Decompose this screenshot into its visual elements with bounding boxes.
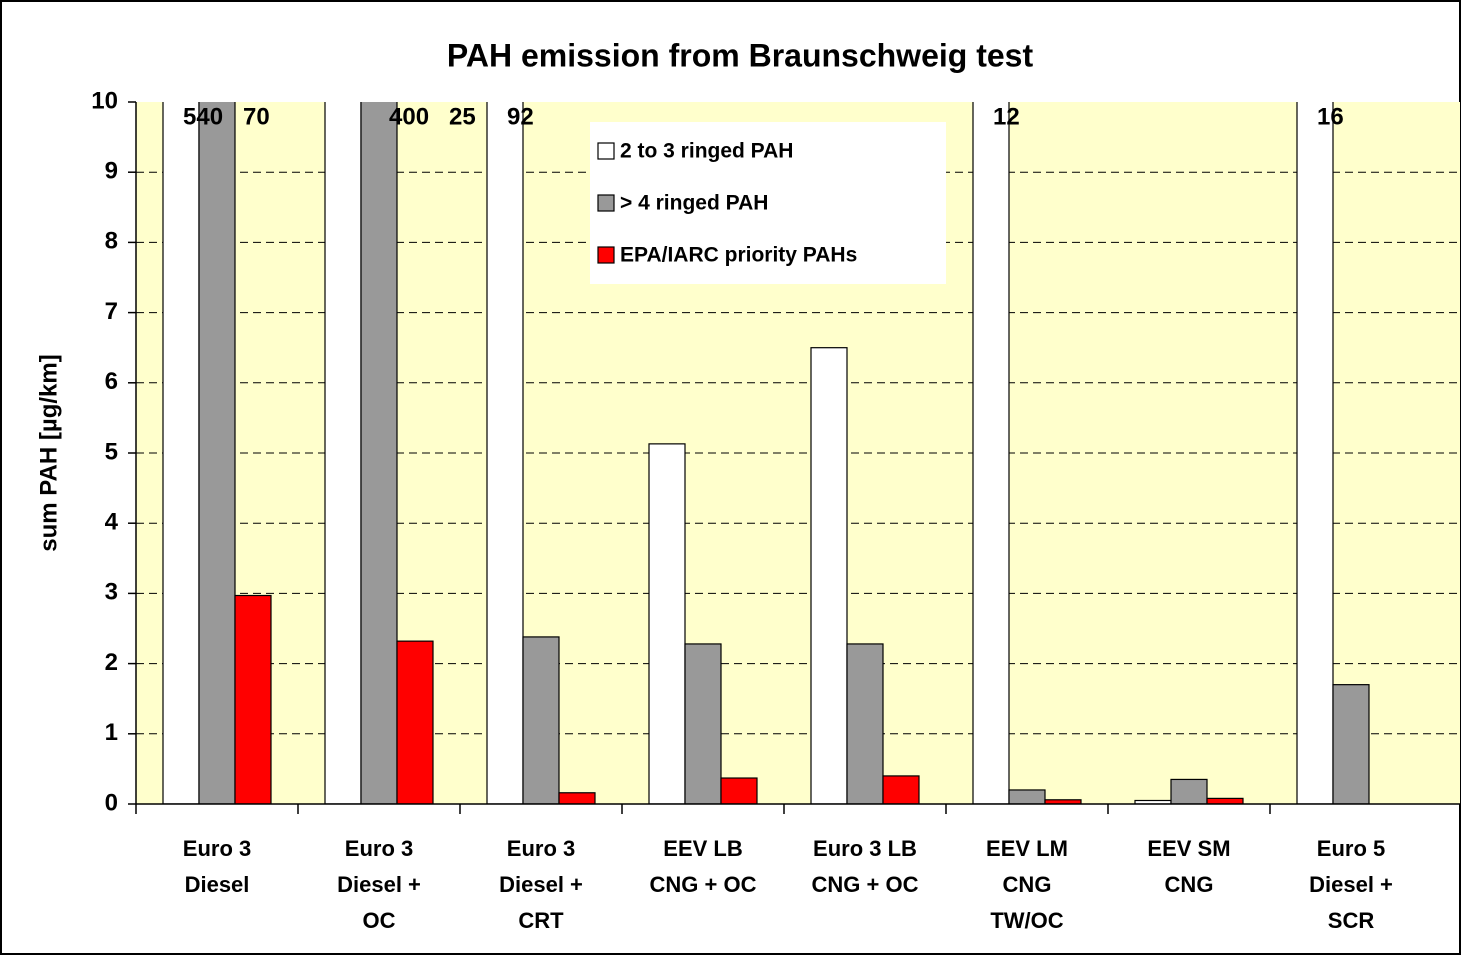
data-label: 400 <box>389 103 429 130</box>
x-tick-label-line: EEV LM <box>986 836 1068 861</box>
y-tick-label: 6 <box>105 368 118 395</box>
y-tick-label: 2 <box>105 649 118 676</box>
legend-label: > 4 ringed PAH <box>620 192 768 215</box>
legend-box <box>590 122 946 284</box>
data-label: 16 <box>1317 103 1344 130</box>
x-tick-label-line: SCR <box>1328 908 1375 933</box>
bar <box>1206 797 1244 804</box>
chart-title: PAH emission from Braunschweig test <box>447 37 1034 73</box>
x-tick-label: EEV SM CNG <box>1147 836 1230 897</box>
legend-swatch <box>597 194 615 212</box>
x-tick-label-line: Euro 3 <box>507 836 575 861</box>
data-label: 70 <box>243 103 270 130</box>
bar <box>1332 684 1370 804</box>
bar <box>522 636 560 804</box>
bar <box>1296 102 1334 804</box>
bar <box>360 102 398 804</box>
bar <box>684 643 722 804</box>
data-label: 92 <box>507 103 534 130</box>
bar <box>846 643 884 804</box>
x-tick-label-line: Diesel + <box>337 872 421 897</box>
x-tick-label-line: CNG <box>1003 872 1052 897</box>
x-tick-label-line: CNG <box>1165 872 1214 897</box>
x-tick-label: Euro 3 LB CNG + OC <box>812 836 919 897</box>
legend-label: EPA/IARC priority PAHs <box>620 244 857 267</box>
bar <box>810 347 848 804</box>
bar <box>1170 778 1208 804</box>
bar <box>324 102 362 804</box>
y-tick-label: 1 <box>105 719 118 746</box>
y-tick-label: 4 <box>105 509 119 536</box>
x-tick-label-line: CNG + OC <box>650 872 757 897</box>
x-tick-label-line: TW/OC <box>990 908 1063 933</box>
bar <box>162 102 200 804</box>
x-tick-label-line: Diesel + <box>499 872 583 897</box>
y-tick-label: 10 <box>91 87 118 114</box>
bar <box>558 792 596 804</box>
y-tick-label: 5 <box>105 438 118 465</box>
y-tick-label: 0 <box>105 789 118 816</box>
data-label: 25 <box>449 103 476 130</box>
x-tick-label-line: Diesel + <box>1309 872 1393 897</box>
x-tick-label: Euro 3 Diesel <box>183 836 251 897</box>
x-tick-label: EEV LB CNG + OC <box>650 836 757 897</box>
data-label: 12 <box>993 103 1020 130</box>
bar <box>720 777 758 804</box>
bar <box>1008 789 1046 804</box>
bars <box>162 102 1370 804</box>
x-tick-label-line: CRT <box>518 908 564 933</box>
legend-swatch <box>597 142 615 160</box>
bar <box>972 102 1010 804</box>
legend-label: 2 to 3 ringed PAH <box>620 140 793 163</box>
bar <box>234 594 272 804</box>
x-tick-label: Euro 3 Diesel + CRT <box>499 836 583 933</box>
y-tick-label: 8 <box>105 228 118 255</box>
x-tick-label-line: Euro 3 <box>183 836 251 861</box>
x-tick-label-line: CNG + OC <box>812 872 919 897</box>
x-tick-label-line: OC <box>363 908 396 933</box>
x-tick-label-line: EEV LB <box>663 836 742 861</box>
bar <box>1044 799 1082 804</box>
x-tick-label-line: EEV SM <box>1147 836 1230 861</box>
x-tick-label-line: Euro 3 LB <box>813 836 917 861</box>
x-tick-label-line: Diesel <box>185 872 250 897</box>
bar <box>648 443 686 804</box>
x-tick-label: Euro 5 Diesel + SCR <box>1309 836 1393 933</box>
legend-swatch <box>597 246 615 264</box>
y-tick-label: 9 <box>105 158 118 185</box>
bar <box>396 640 434 804</box>
bar <box>486 102 524 804</box>
y-tick-label: 3 <box>105 579 118 606</box>
x-tick-label: Euro 3 Diesel + OC <box>337 836 421 933</box>
bar <box>882 775 920 804</box>
bar <box>198 102 236 804</box>
y-axis-label: sum PAH [µg/km] <box>35 354 62 551</box>
x-tick-label-line: Euro 3 <box>345 836 413 861</box>
data-label: 540 <box>183 103 223 130</box>
x-tick-label: EEV LM CNG TW/OC <box>986 836 1068 933</box>
x-tick-label-line: Euro 5 <box>1317 836 1385 861</box>
y-tick-label: 7 <box>105 298 118 325</box>
